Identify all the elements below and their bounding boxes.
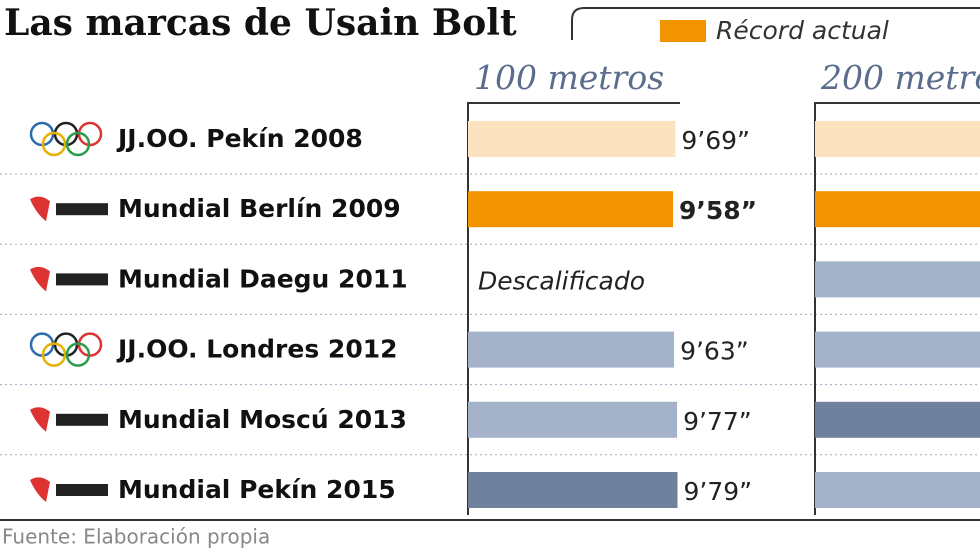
bar <box>468 121 676 157</box>
bar <box>815 261 980 298</box>
iaaf-logo-mark <box>56 203 108 216</box>
bar <box>815 121 980 157</box>
category-label: JJ.OO. Pekín 2008 <box>116 124 363 153</box>
legend-swatch <box>660 20 706 42</box>
panel-bracket <box>467 102 680 515</box>
bar <box>815 331 980 368</box>
panel-title: 200 metros <box>820 58 980 97</box>
bar <box>468 472 678 508</box>
iaaf-logo <box>30 407 50 432</box>
chart-title: Las marcas de Usain Bolt <box>4 2 517 44</box>
panel-bracket <box>814 102 980 515</box>
iaaf-logo-mark <box>56 413 108 426</box>
category-label: Mundial Pekín 2015 <box>118 475 396 504</box>
bar <box>468 331 675 368</box>
iaaf-logo <box>30 266 50 292</box>
legend-label: Récord actual <box>716 16 889 45</box>
iaaf-logo-mark <box>56 484 108 496</box>
category-label: Mundial Moscú 2013 <box>118 405 407 434</box>
iaaf-logo <box>30 196 50 222</box>
bar <box>815 191 980 228</box>
value-label: 9’79” <box>684 477 753 506</box>
legend-frame <box>571 7 980 40</box>
value-label: 9’77” <box>683 407 752 436</box>
bar <box>468 191 674 228</box>
category-label: JJ.OO. Londres 2012 <box>116 335 398 364</box>
olympic-ring <box>65 342 91 367</box>
panel-title: 100 metros <box>474 58 664 97</box>
value-label: 9’63” <box>680 337 749 366</box>
bar <box>815 472 980 508</box>
value-label: Descalificado <box>478 266 645 295</box>
iaaf-logo-mark <box>56 273 108 286</box>
bar <box>468 401 678 438</box>
iaaf-logo <box>30 477 50 502</box>
category-label: Mundial Daegu 2011 <box>118 264 408 293</box>
value-label: 9’58” <box>679 196 757 225</box>
olympic-ring <box>41 342 67 367</box>
source: Fuente: Elaboración propia <box>2 525 270 549</box>
olympic-ring <box>41 131 67 157</box>
bar <box>815 401 980 438</box>
category-label: Mundial Berlín 2009 <box>118 194 401 223</box>
value-label: 9’69” <box>681 126 750 155</box>
olympic-ring <box>65 131 91 157</box>
